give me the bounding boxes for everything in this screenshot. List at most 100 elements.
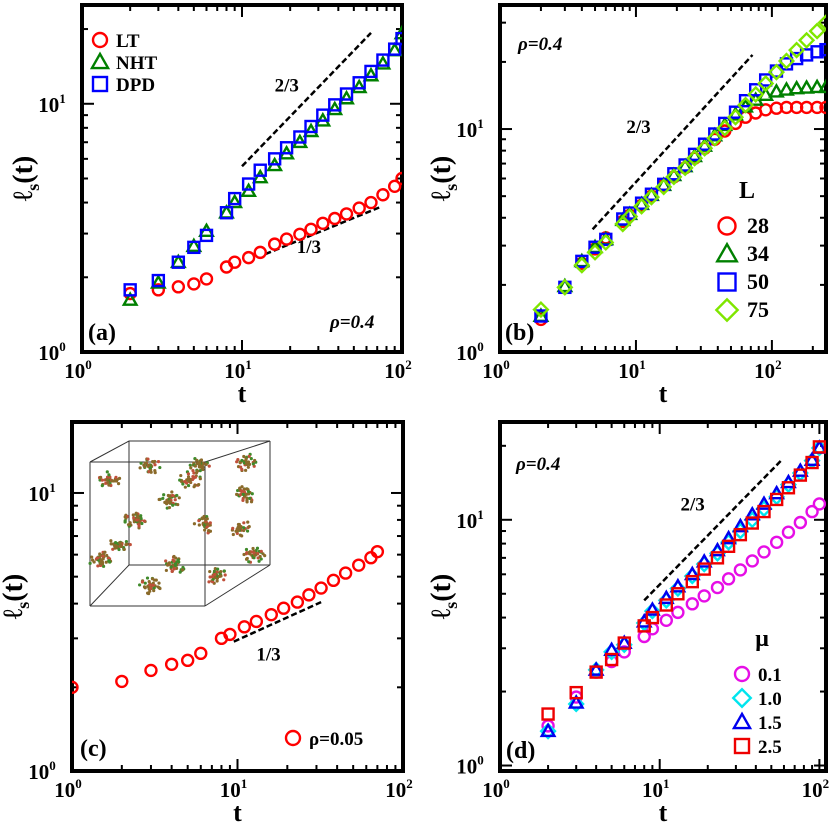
data-point-75 [767,63,786,81]
inset-cluster-particle [139,461,143,465]
legend-marker [733,665,751,683]
y-axis-label-tail: (t) [426,574,457,602]
data-point-DPD [199,228,214,243]
data-point-01 [805,504,819,519]
inset-cluster-particle [249,457,253,461]
data-point-50 [728,105,743,119]
y-tick-exponent: 0 [477,753,484,768]
inset-cluster-particle [208,521,212,525]
inset-cluster-particle [156,585,160,589]
data-point-10 [539,722,557,740]
inset-cluster-particle [222,578,226,582]
inset-3d-box [88,440,271,607]
legend-label: NHT [116,53,158,74]
inset-cluster-particle [197,518,201,523]
data-point-25 [637,619,651,633]
density-annotation: ρ=0.4 [329,312,374,333]
x-tick-exponent: 2 [775,357,782,372]
panel-a: 100 101 102100101tℓs(t)2/31/3ρ=0.4(a)LTNHT… [8,3,412,408]
data-point-15 [695,552,713,568]
data-point-01 [659,613,674,627]
inset-cluster-particle [235,460,239,464]
inset-cluster-particle [263,554,267,558]
inset-cluster-particle [242,521,246,525]
inset-cluster-particle [244,457,248,461]
data-point-25 [757,504,771,519]
inset-cluster-particle [152,586,156,590]
data-point-25 [604,652,619,667]
inset-cluster-particle [212,572,217,577]
panel-label: (d) [506,738,535,764]
data-point-DPD [279,141,294,155]
data-point-LT [395,171,402,186]
inset-cluster-particle [101,557,105,561]
data-point-01 [671,605,685,620]
legend-label: 0.1 [758,665,782,686]
inset-cluster-particle [242,454,246,459]
inset-cluster-particle [171,503,175,507]
data-point-NHT [302,122,320,138]
x-tick-exponent: 0 [503,776,510,791]
data-point-01 [733,563,748,577]
y-axis-label: ℓs(t) [8,156,43,202]
inset-cluster-particle [239,489,244,493]
data-point-75 [655,178,673,196]
y-axis-label-subscript: s [13,602,33,609]
y-axis-label-tail: (t) [0,574,29,602]
inset-cluster-particle [170,569,174,573]
data-point-34 [556,277,574,293]
inset-cluster-particle [257,559,261,563]
inset-cluster-particle [104,560,108,564]
inset-cluster-particle [163,500,167,504]
inset-cluster-particle [241,498,245,503]
inset-cluster-particle [157,497,161,502]
data-point-DPD [387,42,402,56]
data-point-005 [194,646,208,661]
y-tick-label: 101 [38,91,66,117]
inset-cluster-particle [106,556,111,560]
data-point-75 [696,139,714,157]
inset-cluster-particle [108,475,112,479]
data-point-005 [72,680,79,695]
data-point-25 [589,665,603,679]
data-point-75 [665,168,683,186]
inset-cluster-particle [175,493,179,498]
inset-cluster-particle [245,461,249,465]
data-point-28 [758,103,773,117]
inset-cluster-particle [138,583,142,587]
inset-cluster-particle [191,476,196,480]
legend-title: L [739,178,755,204]
x-tick-label: 100 [482,357,510,383]
data-point-DPD [395,31,402,46]
data-point-LT [339,207,354,221]
inset-cluster-particle [156,460,161,464]
data-point-01 [812,497,826,511]
inset-cluster-particle [204,462,208,466]
inset-cluster-particle [138,466,142,470]
inset-cluster-particle [193,464,197,468]
data-point-NHT [226,193,244,209]
data-point-005 [302,588,316,602]
data-point-LT [279,232,294,246]
y-axis-label: ℓs(t) [426,156,461,202]
data-point-75 [808,22,826,40]
data-point-005 [326,573,341,588]
data-point-005 [338,566,353,580]
data-point-50 [575,254,589,269]
inset-cluster-particle [149,586,153,590]
legend-label: 28 [747,213,769,238]
inset-cluster-particle [132,520,136,524]
data-point-005 [264,607,278,622]
legend: L 28 34 50 75 [714,178,769,323]
data-point-15 [683,565,701,581]
y-axis-label: ℓs(t) [0,574,33,620]
y-tick-label: 100 [456,339,484,365]
slope-guide-label: 2/3 [626,117,650,138]
inset-cluster-particle [106,480,110,484]
inset-cluster-particle [123,515,127,519]
data-point-50 [667,167,681,181]
data-point-LT [293,227,307,241]
data-point-005 [249,614,264,629]
x-tick-exponent: 1 [663,776,670,791]
data-point-01 [757,545,771,559]
